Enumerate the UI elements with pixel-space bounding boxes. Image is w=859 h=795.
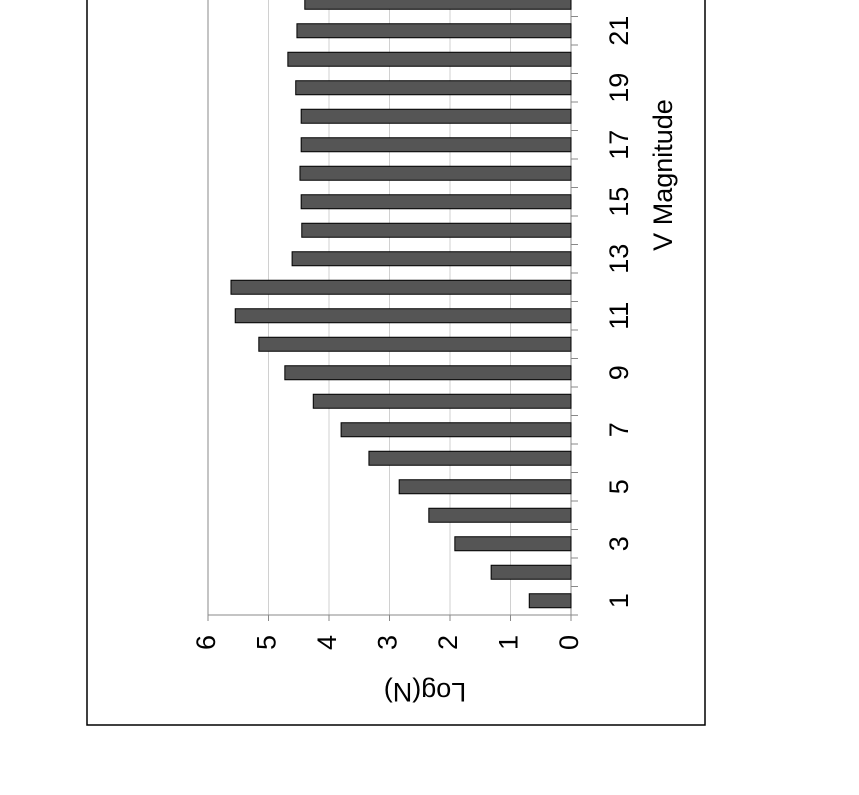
- x-tick-label: 1: [604, 593, 634, 608]
- bar: [258, 336, 572, 352]
- y-tick-label: 0: [554, 635, 584, 650]
- bar: [312, 393, 572, 409]
- x-tick-label: 17: [604, 130, 634, 160]
- bar: [340, 422, 572, 438]
- x-tick-label: 3: [604, 536, 634, 551]
- bar: [300, 137, 572, 153]
- bar: [300, 108, 572, 124]
- bar: [234, 308, 572, 324]
- bar: [296, 23, 572, 39]
- bar: [490, 564, 572, 580]
- bar: [428, 507, 572, 523]
- bar: [304, 0, 572, 10]
- y-tick-label: 1: [494, 635, 524, 650]
- x-tick-label: 9: [604, 365, 634, 380]
- bar: [368, 450, 572, 466]
- x-tick-label: 21: [604, 16, 634, 46]
- bar: [301, 222, 572, 238]
- y-tick-label: 6: [191, 635, 221, 650]
- rotated-chart: V Magnitude Log(N) 012345613579111315171…: [86, 0, 706, 726]
- bar: [528, 593, 572, 609]
- x-tick-label: 11: [604, 302, 634, 330]
- bar: [287, 51, 572, 67]
- x-tick-label: 15: [604, 187, 634, 217]
- bar: [291, 251, 572, 267]
- bar: [230, 279, 572, 295]
- bar: [398, 479, 572, 495]
- x-tick-label: 13: [604, 244, 634, 274]
- x-tick-label: 19: [604, 73, 634, 103]
- bar: [299, 165, 572, 181]
- bar: [295, 80, 572, 96]
- y-tick-label: 4: [312, 635, 342, 650]
- x-axis-title: V Magnitude: [648, 99, 678, 251]
- x-tick-label: 5: [604, 479, 634, 494]
- bar: [284, 365, 572, 381]
- y-tick-label: 3: [373, 635, 403, 650]
- bar: [454, 536, 572, 552]
- bar: [300, 194, 572, 210]
- x-tick-label: 7: [604, 422, 634, 437]
- y-axis-title: Log(N): [384, 677, 467, 707]
- y-tick-label: 2: [433, 635, 463, 650]
- y-tick-label: 5: [252, 635, 282, 650]
- chart-frame: [86, 0, 706, 726]
